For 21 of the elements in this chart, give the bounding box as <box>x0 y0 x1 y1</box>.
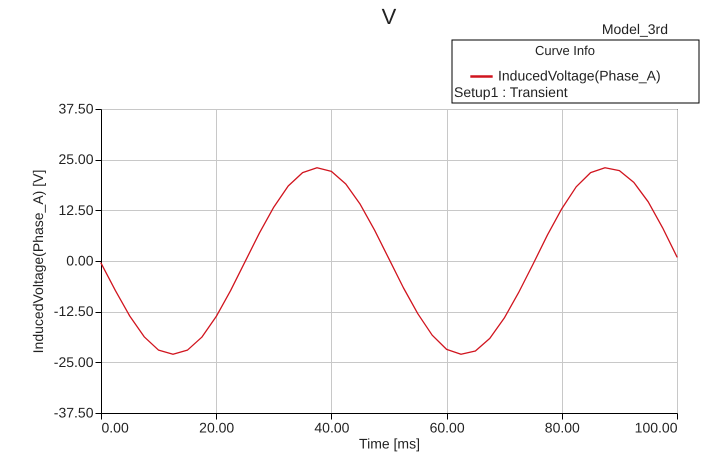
legend-title: Curve Info <box>535 43 595 58</box>
x-tick-label: 80.00 <box>544 420 580 436</box>
x-tick-label: 40.00 <box>314 420 350 436</box>
legend-label: InducedVoltage(Phase_A) <box>498 68 661 84</box>
y-axis-title: InducedVoltage(Phase_A) [V] <box>30 170 46 354</box>
x-tick-label: 20.00 <box>199 420 234 436</box>
chart-title: V <box>382 4 397 29</box>
x-axis-title: Time [ms] <box>359 436 420 452</box>
x-tick-label: 60.00 <box>430 420 465 436</box>
y-tick-label: 12.50 <box>58 202 94 218</box>
line-series <box>100 167 678 355</box>
y-tick-label: -25.00 <box>54 354 94 370</box>
y-tick-label: 25.00 <box>58 151 94 168</box>
y-tick-label: 0.00 <box>66 252 94 268</box>
x-tick-label: 100.00 <box>634 420 678 436</box>
y-tick-label: 37.50 <box>58 100 94 116</box>
text: Setup1 : Transient <box>454 84 568 100</box>
y-tick-label: -12.50 <box>54 303 94 320</box>
text: Model_3rd <box>602 21 668 37</box>
x-tick-label: 0.00 <box>102 420 129 436</box>
y-tick-label: -37.50 <box>54 404 94 420</box>
